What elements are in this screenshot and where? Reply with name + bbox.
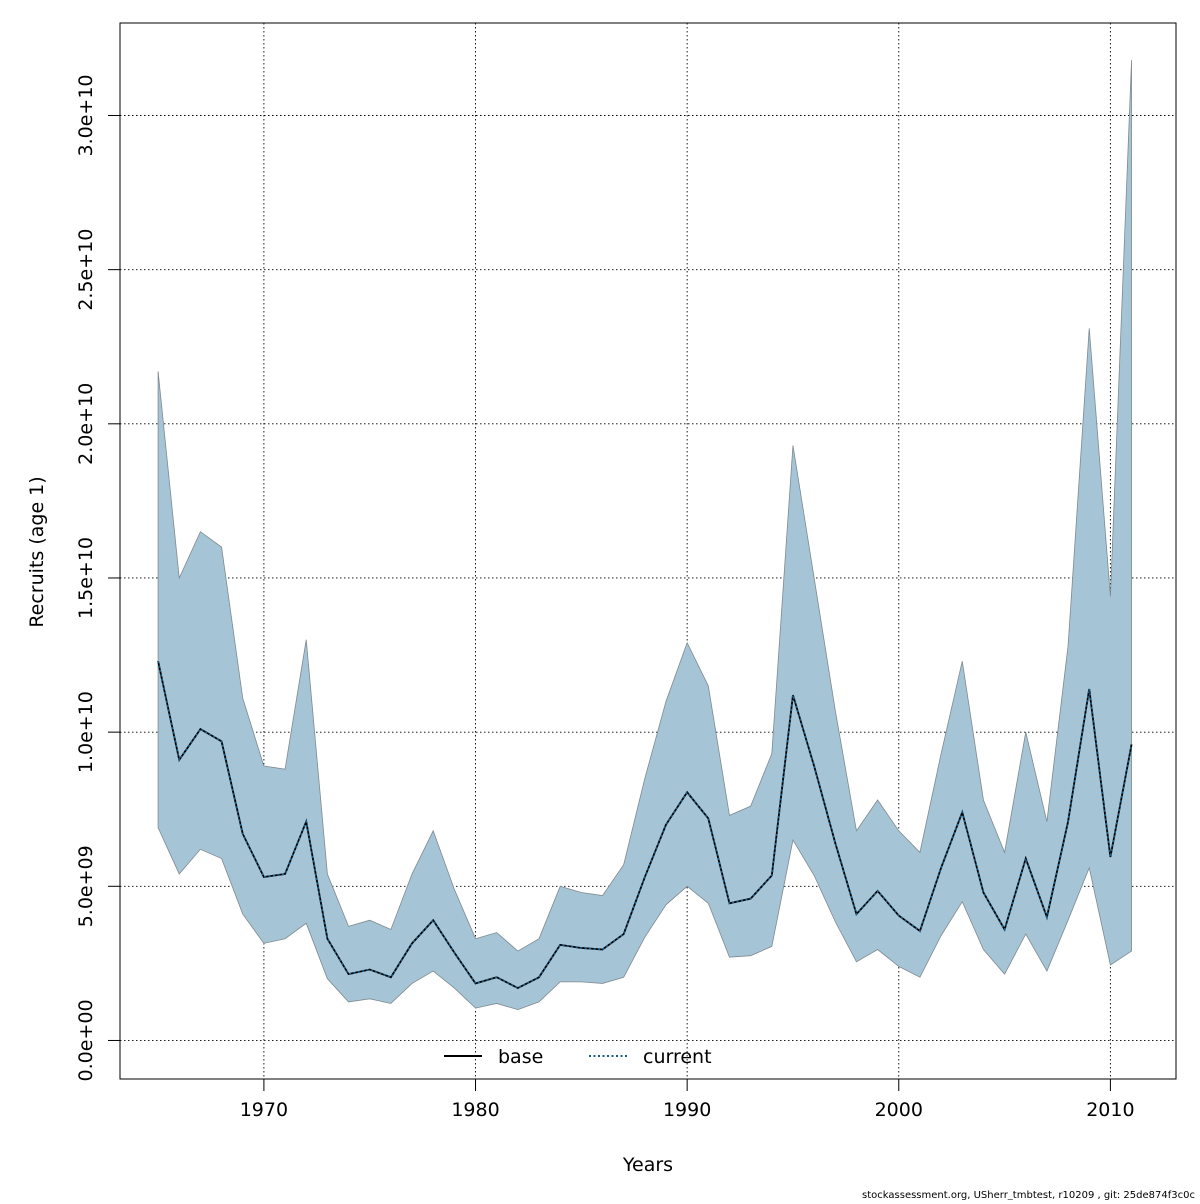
- y-tick-label-4: 2.0e+10: [75, 383, 97, 465]
- series-layer: [157, 661, 1133, 990]
- plot-frame: [119, 22, 1177, 1080]
- legend: base current: [444, 1046, 712, 1068]
- x-tick-label-1970: 1970: [240, 1099, 288, 1121]
- y-tick-label-5: 2.5e+10: [75, 229, 97, 311]
- legend-label-current: current: [643, 1046, 712, 1068]
- x-tick-label-2010: 2010: [1086, 1099, 1134, 1121]
- confidence-band: [157, 59, 1132, 1011]
- x-tick-label-2000: 2000: [875, 1099, 923, 1121]
- axes: 1970 1980 1990 2000 2010 0.0e+00 5.0e+09 1.0e+1…: [75, 22, 1177, 1121]
- y-tick-label-6: 3.0e+10: [75, 74, 97, 156]
- x-axis-title: Years: [622, 1154, 673, 1176]
- grid-lines: [120, 23, 1176, 1079]
- x-tick-label-1980: 1980: [451, 1099, 499, 1121]
- y-axis-title: Recruits (age 1): [26, 476, 48, 627]
- legend-label-base: base: [498, 1046, 543, 1068]
- y-tick-label-3: 1.5e+10: [75, 537, 97, 619]
- footer-note: stockassessment.org, USherr_tmbtest, r10…: [862, 1190, 1195, 1200]
- y-tick-label-0: 0.0e+00: [75, 999, 97, 1081]
- series-line-current: [157, 661, 1133, 990]
- confidence-band-layer: [157, 59, 1132, 1011]
- y-tick-label-1: 5.0e+09: [75, 845, 97, 927]
- x-tick-label-1990: 1990: [663, 1099, 711, 1121]
- y-tick-label-2: 1.0e+10: [75, 691, 97, 773]
